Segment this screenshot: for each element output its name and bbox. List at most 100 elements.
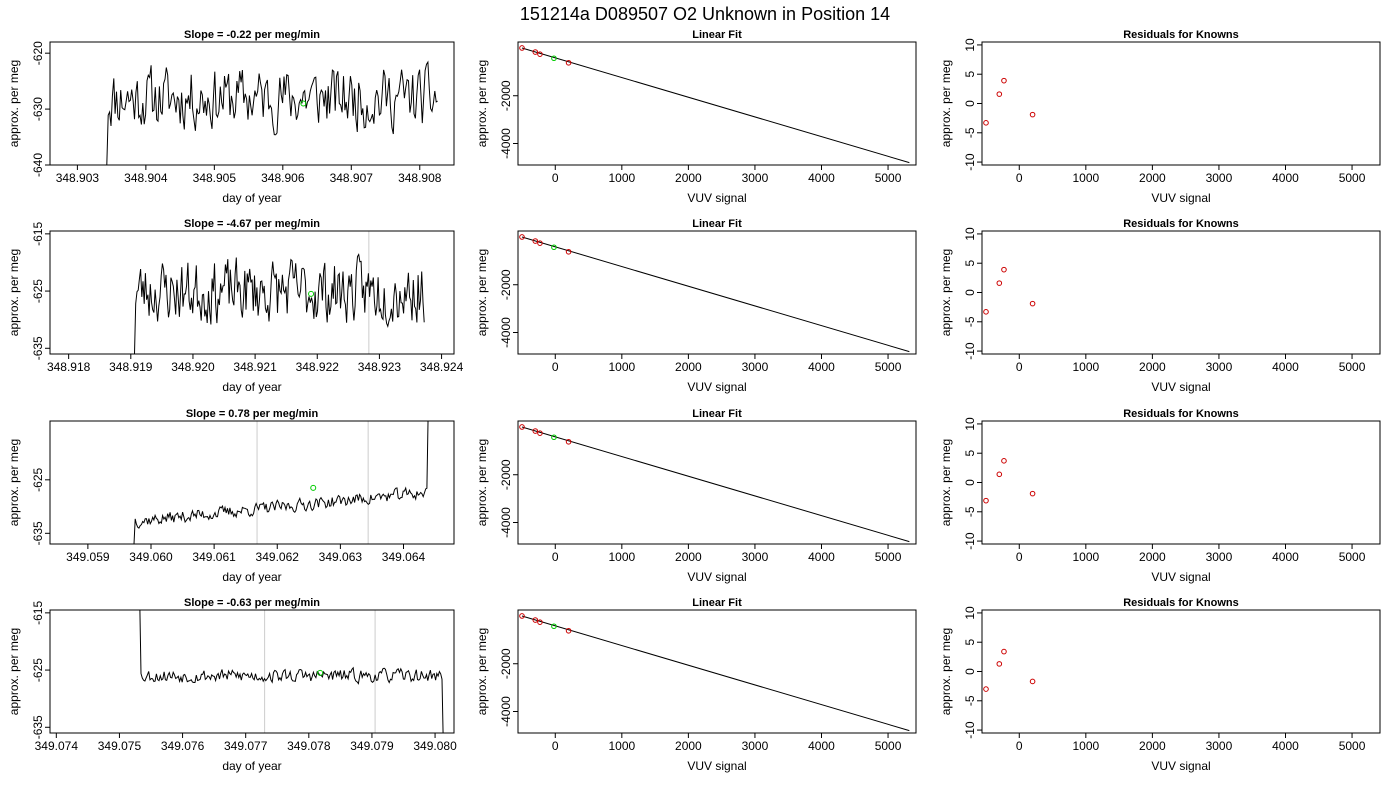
x-tick-label: 348.904 [124, 171, 168, 185]
y-tick-label: -4000 [499, 128, 513, 159]
residual-point [996, 280, 1003, 286]
plot-frame [49, 420, 455, 545]
sample-marker [317, 669, 324, 676]
y-axis-label: approx. per meg [939, 628, 953, 715]
plot-frame [49, 41, 455, 166]
x-tick-label: 1000 [608, 739, 635, 753]
plot-area [106, 60, 438, 165]
x-tick-label: 4000 [808, 739, 835, 753]
y-tick-label: -2000 [499, 648, 513, 679]
known-point [537, 240, 543, 246]
residual-point [1001, 458, 1007, 464]
panel-residuals-row1: Residuals for Knowns 0 1000 2000 3000 4000 500… [939, 29, 1381, 205]
x-tick-label: 0 [552, 360, 559, 374]
time-series-line [134, 253, 425, 354]
plot-area [983, 77, 1036, 126]
x-tick-label: 2000 [1139, 171, 1166, 185]
y-tick-label: -635 [31, 715, 45, 739]
x-axis-label: day of year [222, 380, 281, 394]
y-tick-label: -5 [963, 695, 977, 706]
y-tick-label: -10 [963, 532, 977, 550]
panel-title: Residuals for Knowns [1123, 597, 1239, 609]
y-axis-label: approx. per meg [475, 628, 489, 715]
x-axis-label: day of year [222, 191, 281, 205]
residual-point [1001, 266, 1007, 273]
y-tick-label: 0 [963, 100, 977, 107]
x-tick-label: 349.078 [287, 739, 331, 753]
plot-frame [981, 41, 1381, 166]
plot-area [139, 610, 444, 733]
panel-title: Residuals for Knowns [1123, 408, 1239, 420]
plot-frame [981, 609, 1381, 734]
x-tick-label: 1000 [1072, 171, 1099, 185]
x-axis-label: day of year [222, 570, 281, 584]
x-tick-label: 348.920 [171, 360, 215, 374]
y-tick-label: 5 [963, 71, 977, 78]
plot-frame [49, 230, 455, 355]
y-tick-label: -625 [31, 467, 45, 491]
plot-frame [981, 420, 1381, 545]
plot-area [519, 613, 910, 732]
x-tick-label: 2000 [675, 550, 702, 564]
y-tick-label: -4000 [499, 696, 513, 727]
x-tick-label: 2000 [675, 360, 702, 374]
x-tick-label: 348.924 [420, 360, 464, 374]
known-point [532, 238, 539, 244]
y-tick-label: -5 [963, 506, 977, 517]
plot-frame [517, 420, 917, 545]
x-axis-label: VUV signal [1151, 570, 1210, 584]
x-axis-label: VUV signal [1151, 380, 1210, 394]
known-point [537, 619, 543, 625]
y-tick-label: 0 [963, 668, 977, 675]
x-tick-label: 2000 [1139, 550, 1166, 564]
panel-title: Residuals for Knowns [1123, 29, 1239, 41]
time-series-line [106, 60, 438, 165]
x-tick-label: 1000 [1072, 739, 1099, 753]
panel-title: Linear Fit [692, 29, 742, 41]
fit-line [521, 615, 910, 732]
plot-area [519, 45, 910, 164]
y-tick-label: -5 [963, 127, 977, 138]
panel-title: Residuals for Knowns [1123, 218, 1239, 230]
x-tick-label: 5000 [875, 360, 902, 374]
x-tick-label: 4000 [808, 550, 835, 564]
x-tick-label: 349.076 [161, 739, 205, 753]
known-point [532, 617, 539, 623]
known-point [565, 438, 572, 445]
fit-line [521, 236, 910, 353]
x-tick-label: 2000 [1139, 739, 1166, 753]
known-point [532, 49, 539, 55]
unknown-point [551, 55, 557, 62]
y-tick-label: -10 [963, 342, 977, 360]
y-tick-label: -5 [963, 316, 977, 327]
y-axis-label: approx. per meg [939, 439, 953, 526]
figure-title: 151214a D089507 O2 Unknown in Position 1… [520, 4, 890, 24]
y-tick-label: -635 [31, 336, 45, 360]
x-tick-label: 0 [1016, 360, 1023, 374]
x-tick-label: 348.908 [398, 171, 442, 185]
fit-line [521, 426, 910, 543]
known-point [565, 627, 572, 634]
x-tick-label: 5000 [875, 550, 902, 564]
sample-marker [308, 290, 315, 297]
residual-point [1029, 111, 1036, 118]
y-axis-label: approx. per meg [475, 439, 489, 526]
x-tick-label: 348.918 [47, 360, 91, 374]
residual-point [1029, 300, 1036, 307]
residual-point [983, 120, 989, 126]
panels: Slope = -0.22 per meg/min 348.903 348.904 3… [7, 29, 1381, 773]
residual-point [983, 309, 989, 315]
residual-point [996, 471, 1003, 478]
x-tick-label: 2000 [1139, 360, 1166, 374]
x-tick-label: 3000 [742, 360, 769, 374]
fit-line [521, 47, 910, 164]
x-tick-label: 4000 [1272, 171, 1299, 185]
x-tick-label: 348.923 [358, 360, 402, 374]
x-tick-label: 5000 [1339, 360, 1366, 374]
x-tick-label: 349.077 [224, 739, 268, 753]
panel-title: Linear Fit [692, 408, 742, 420]
unknown-point [551, 623, 557, 630]
known-point [519, 45, 525, 51]
x-tick-label: 1000 [608, 550, 635, 564]
x-axis-label: VUV signal [1151, 191, 1210, 205]
